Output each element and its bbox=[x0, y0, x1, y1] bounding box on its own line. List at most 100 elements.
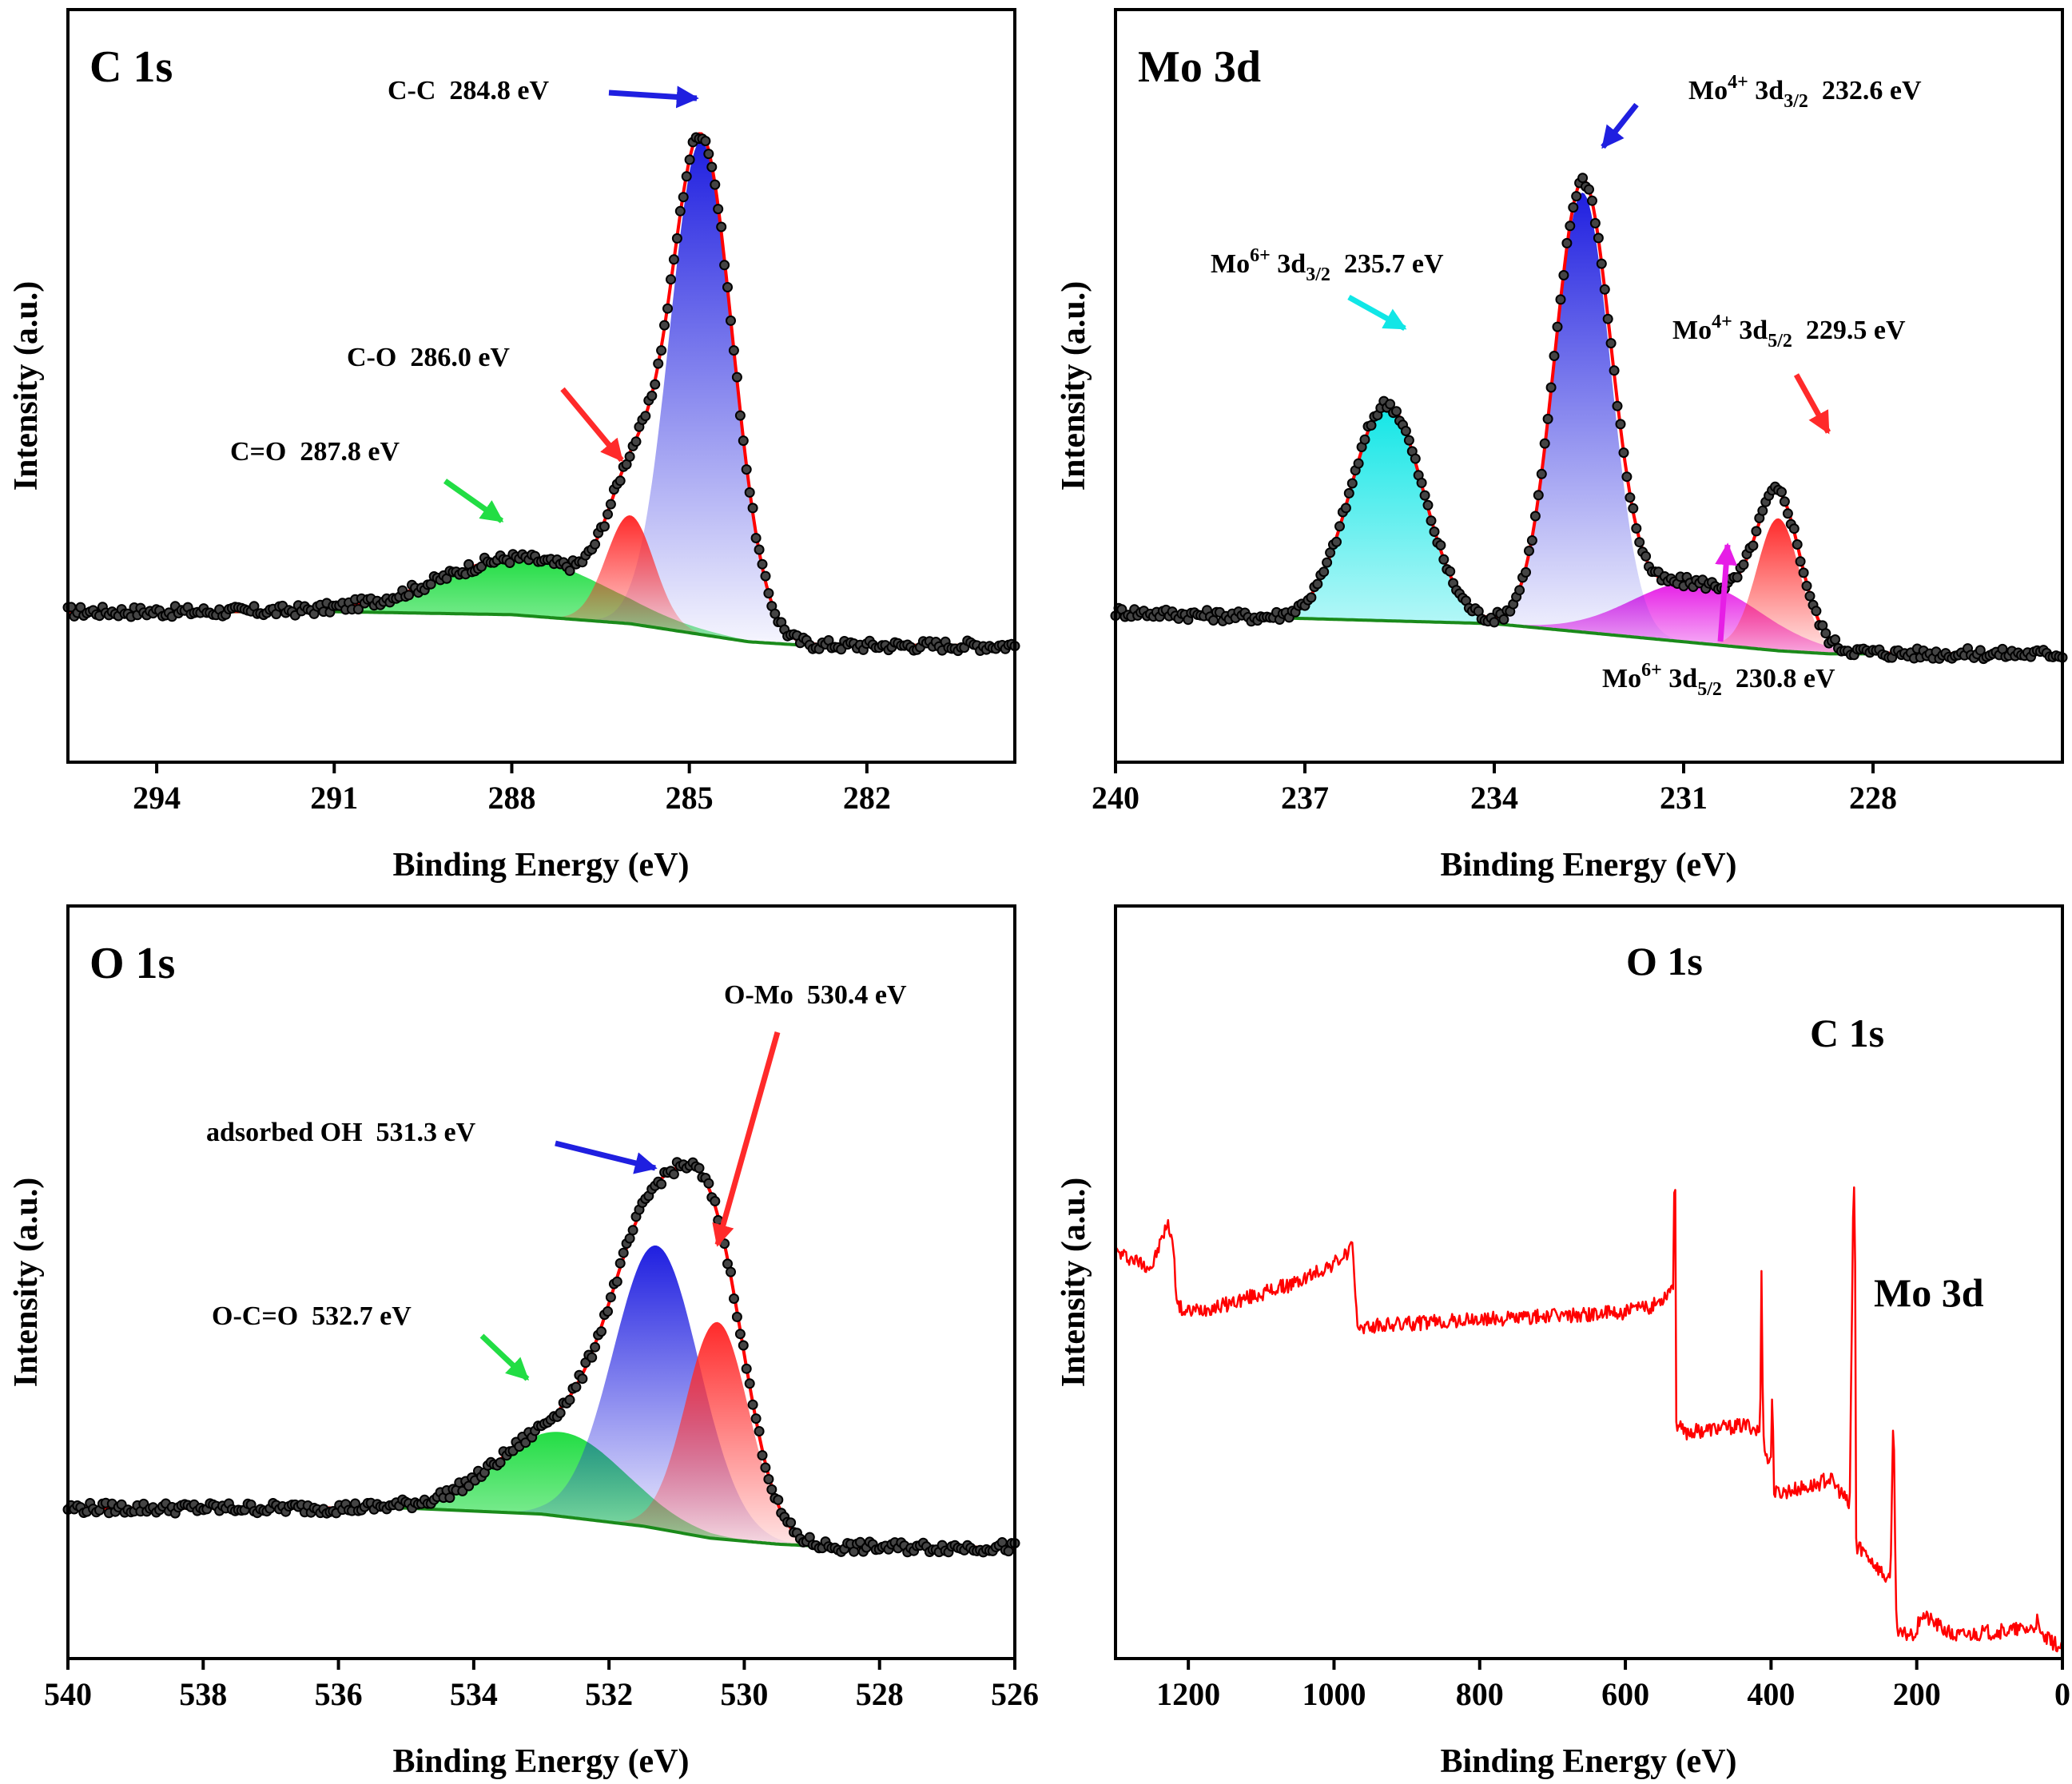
o1s-plot-frame bbox=[66, 904, 1016, 1660]
mo3d-data-point bbox=[1640, 550, 1652, 562]
mo3d-data-point bbox=[1801, 580, 1812, 591]
mo3d-data-point bbox=[1549, 351, 1560, 361]
c1s-data-point bbox=[716, 221, 727, 232]
c1s-data-point bbox=[757, 558, 768, 570]
mo3d-data-point bbox=[1631, 522, 1642, 534]
c1s-data-point bbox=[656, 345, 667, 356]
c1s-data-point bbox=[726, 315, 736, 326]
c1s-data-point bbox=[659, 320, 670, 331]
o1s-data-point bbox=[614, 1258, 626, 1269]
o1s-data-point bbox=[766, 1484, 777, 1495]
o1s-data-point bbox=[760, 1462, 771, 1473]
mo3d-mo4-3d32-label: Mo4+ 3d3/2 232.6 eV bbox=[1688, 72, 1922, 112]
mo3d-data-point bbox=[1555, 294, 1566, 305]
mo3d-data-point bbox=[1820, 628, 1831, 639]
c1s-cc-arrow bbox=[608, 85, 699, 109]
o1s-data-point bbox=[757, 1450, 768, 1461]
o1s-x-tick-label: 534 bbox=[450, 1676, 498, 1712]
mo3d-peak-mo6-3d3-2 bbox=[1226, 403, 1549, 630]
o1s-peak-fills bbox=[280, 1246, 857, 1548]
o1s-data-point bbox=[587, 1352, 598, 1363]
c1s-data-point bbox=[678, 192, 689, 203]
c1s-data-points bbox=[62, 132, 1020, 657]
mo3d-data-point bbox=[1609, 365, 1620, 376]
mo3d-data-point bbox=[1322, 557, 1333, 568]
mo3d-data-point bbox=[1514, 585, 1525, 596]
c1s-data-point bbox=[603, 509, 613, 520]
o1s-data-point bbox=[726, 1266, 736, 1277]
mo3d-mo6-3d52-arrow bbox=[1715, 542, 1738, 642]
o1s-peak-o-c-o bbox=[280, 1432, 844, 1548]
o1s-panel-title: O 1s bbox=[89, 939, 175, 988]
mo3d-data-point bbox=[1536, 468, 1547, 479]
mo3d-mo6-3d52-label: Mo6+ 3d5/2 230.8 eV bbox=[1602, 660, 1835, 700]
o1s-data-point bbox=[763, 1474, 774, 1484]
o1s-data-point bbox=[564, 1394, 575, 1405]
mo3d-data-point bbox=[1602, 313, 1613, 324]
mo3d-mo6-3d32-label: Mo6+ 3d3/2 235.7 eV bbox=[1211, 245, 1444, 285]
c1s-data-point bbox=[599, 521, 610, 532]
o1s-data-point bbox=[710, 1196, 721, 1206]
o1s-data-point bbox=[741, 1363, 752, 1374]
mo3d-data-point bbox=[1435, 540, 1446, 550]
o1s-data-point bbox=[605, 1292, 616, 1303]
o1s-x-tick-label: 540 bbox=[44, 1676, 92, 1712]
o1s-data-point bbox=[596, 1326, 606, 1337]
o1s-data-point bbox=[731, 1311, 742, 1322]
c1s-data-point bbox=[750, 533, 762, 543]
c1s-plot-frame bbox=[66, 8, 1016, 764]
c1s-data-point bbox=[760, 570, 771, 582]
o1s-x-tick-label: 526 bbox=[991, 1676, 1039, 1712]
o1s-data-point bbox=[744, 1378, 755, 1389]
c1s-data-point bbox=[747, 503, 758, 514]
c1s-data-point bbox=[713, 204, 724, 215]
mo3d-data-point bbox=[1385, 399, 1396, 410]
o1s-omo-label: O-Mo 530.4 eV bbox=[724, 980, 907, 1010]
survey-c1s-label: C 1s bbox=[1810, 1011, 1884, 1055]
survey-x-tick-label: 1000 bbox=[1302, 1676, 1366, 1712]
c1s-peak-c-c bbox=[561, 141, 841, 646]
mo3d-mo6-3d32-arrow bbox=[1347, 294, 1407, 332]
mo3d-data-point bbox=[1445, 566, 1456, 577]
c1s-data-point bbox=[624, 451, 635, 462]
c1s-peak-fills bbox=[153, 141, 893, 646]
o1s-peak-adsorbed-oh bbox=[464, 1246, 849, 1548]
survey-x-axis-title: Binding Energy (eV) bbox=[1440, 1743, 1736, 1780]
c1s-data-point bbox=[706, 161, 718, 173]
survey-mo3d-label: Mo 3d bbox=[1874, 1270, 1984, 1315]
c1s-data-point bbox=[650, 379, 661, 390]
mo3d-data-point bbox=[1975, 645, 1986, 656]
mo3d-data-point bbox=[1498, 614, 1509, 625]
c1s-c-double-o-arrow bbox=[443, 479, 504, 523]
mo3d-mo4-3d52-label: Mo4+ 3d5/2 229.5 eV bbox=[1672, 312, 1906, 352]
mo3d-data-point bbox=[1748, 540, 1759, 551]
c1s-y-axis-title: Intensity (a.u.) bbox=[8, 281, 45, 491]
survey-x-tick-label: 600 bbox=[1601, 1676, 1649, 1712]
o1s-data-point bbox=[734, 1329, 746, 1340]
mo3d-data-point bbox=[1331, 536, 1342, 547]
c1s-x-ticks: 294 291 288 285 282 bbox=[133, 762, 891, 816]
mo3d-data-point bbox=[1422, 499, 1434, 511]
c1s-data-point bbox=[630, 436, 642, 447]
o1s-oco-arrow bbox=[479, 1333, 530, 1381]
c1s-data-point bbox=[703, 149, 714, 160]
mo3d-data-point bbox=[1334, 521, 1345, 532]
o1s-data-point bbox=[773, 1494, 784, 1505]
o1s-x-tick-label: 532 bbox=[585, 1676, 633, 1712]
mo3d-data-point bbox=[1589, 217, 1601, 228]
mo3d-x-tick-label: 237 bbox=[1281, 780, 1329, 816]
c1s-data-point bbox=[734, 410, 746, 421]
c1s-data-point bbox=[728, 345, 739, 356]
mo3d-panel-title: Mo 3d bbox=[1138, 42, 1261, 92]
c1s-data-point bbox=[754, 544, 765, 555]
mo3d-data-point bbox=[1346, 478, 1358, 489]
o1s-data-point bbox=[785, 1517, 797, 1528]
survey-x-tick-label: 800 bbox=[1456, 1676, 1504, 1712]
mo3d-peak-mo6-3d5-2 bbox=[1408, 582, 1984, 654]
mo3d-data-point bbox=[1438, 554, 1450, 565]
mo3d-data-point bbox=[1533, 490, 1544, 501]
c1s-data-point bbox=[404, 590, 415, 601]
panel-mo3d: 240 237 234 231 228 Mo 3d Binding Energy (eV… bbox=[1056, 8, 2068, 884]
c1s-data-point bbox=[710, 179, 721, 190]
